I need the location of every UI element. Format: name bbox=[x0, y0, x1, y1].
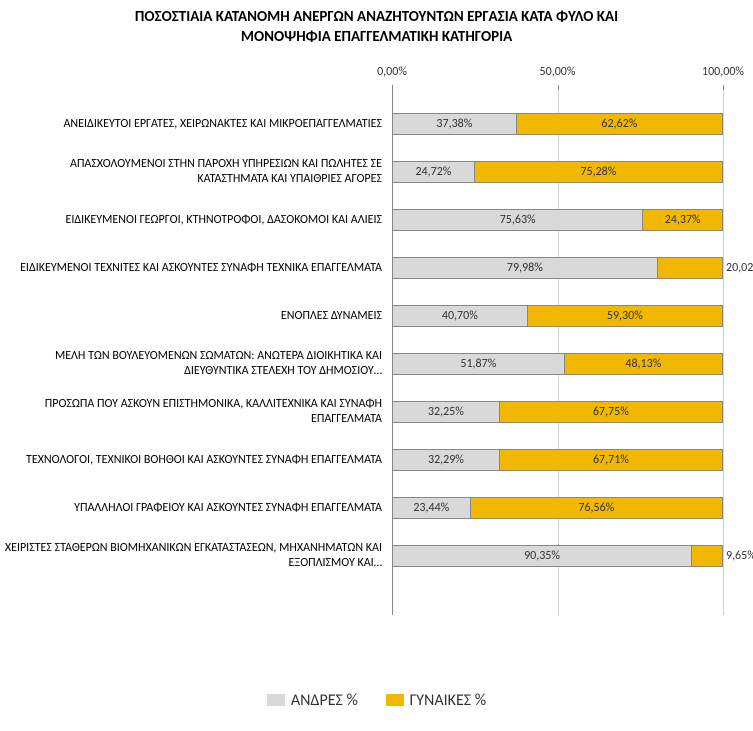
bar-value-female: 20,02% bbox=[722, 261, 753, 275]
bar-segment-male: 51,87% bbox=[392, 353, 564, 375]
bar-segment-male: 32,25% bbox=[392, 401, 499, 423]
category-label: ΤΕΧΝΟΛΟΓΟΙ, ΤΕΧΝΙΚΟΙ ΒΟΗΘΟΙ ΚΑΙ ΑΣΚΟΥΝΤΕ… bbox=[0, 436, 392, 484]
bar-track: 23,44%76,56% bbox=[392, 497, 723, 519]
legend-item-male: ΑΝΔΡΕΣ % bbox=[267, 691, 358, 710]
chart-row: ΕΙΔΙΚΕΥΜΕΝΟΙ ΤΕΧΝΙΤΕΣ ΚΑΙ ΑΣΚΟΥΝΤΕΣ ΣΥΝΑ… bbox=[0, 244, 753, 292]
bar-track: 75,63%24,37% bbox=[392, 209, 723, 231]
chart-row: ΧΕΙΡΙΣΤΕΣ ΣΤΑΘΕΡΩΝ ΒΙΟΜΗΧΑΝΙΚΩΝ ΕΓΚΑΤΑΣΤ… bbox=[0, 532, 753, 580]
category-label: ΠΡΟΣΩΠΑ ΠΟΥ ΑΣΚΟΥΝ ΕΠΙΣΤΗΜΟΝΙΚΑ, ΚΑΛΛΙΤΕ… bbox=[0, 388, 392, 436]
bar-track: 32,25%67,75% bbox=[392, 401, 723, 423]
bar-segment-male: 90,35% bbox=[392, 545, 691, 567]
legend-item-female: ΓΥΝΑΙΚΕΣ % bbox=[386, 691, 487, 710]
x-tick-label: 100,00% bbox=[702, 65, 744, 79]
x-tick-label: 50,00% bbox=[540, 65, 576, 79]
bar-segment-female: 59,30% bbox=[527, 305, 723, 327]
bar-segment-female: 62,62% bbox=[516, 113, 723, 135]
chart-row: ΑΠΑΣΧΟΛΟΥΜΕΝΟΙ ΣΤΗΝ ΠΑΡΟΧΗ ΥΠΗΡΕΣΙΩΝ ΚΑΙ… bbox=[0, 148, 753, 196]
category-label: ΜΕΛΗ ΤΩΝ ΒΟΥΛΕΥΟΜΕΝΩΝ ΣΩΜΑΤΩΝ: ΑΝΩΤΕΡΑ Δ… bbox=[0, 340, 392, 388]
category-label: ΕΙΔΙΚΕΥΜΕΝΟΙ ΓΕΩΡΓΟΙ, ΚΤΗΝΟΤΡΟΦΟΙ, ΔΑΣΟΚ… bbox=[0, 196, 392, 244]
bar-track: 32,29%67,71% bbox=[392, 449, 723, 471]
bar-segment-female: 67,71% bbox=[499, 449, 723, 471]
bar-segment-male: 37,38% bbox=[392, 113, 516, 135]
legend: ΑΝΔΡΕΣ % ΓΥΝΑΙΚΕΣ % bbox=[0, 691, 753, 712]
bar-value-female: 9,65% bbox=[722, 549, 753, 563]
bar-segment-female: 48,13% bbox=[564, 353, 723, 375]
bar-track: 90,35%9,65% bbox=[392, 545, 723, 567]
category-label: ΧΕΙΡΙΣΤΕΣ ΣΤΑΘΕΡΩΝ ΒΙΟΜΗΧΑΝΙΚΩΝ ΕΓΚΑΤΑΣΤ… bbox=[0, 532, 392, 580]
bar-track: 37,38%62,62% bbox=[392, 113, 723, 135]
bar-track: 24,72%75,28% bbox=[392, 161, 723, 183]
category-label: ΕΙΔΙΚΕΥΜΕΝΟΙ ΤΕΧΝΙΤΕΣ ΚΑΙ ΑΣΚΟΥΝΤΕΣ ΣΥΝΑ… bbox=[0, 244, 392, 292]
category-label: ΕΝΟΠΛΕΣ ΔΥΝΑΜΕΙΣ bbox=[0, 292, 392, 340]
chart-row: ΜΕΛΗ ΤΩΝ ΒΟΥΛΕΥΟΜΕΝΩΝ ΣΩΜΑΤΩΝ: ΑΝΩΤΕΡΑ Δ… bbox=[0, 340, 753, 388]
x-axis: 0,00%50,00%100,00% bbox=[392, 65, 723, 85]
bar-segment-female: 76,56% bbox=[470, 497, 723, 519]
bar-segment-female: 75,28% bbox=[474, 161, 723, 183]
chart-container: ΠΟΣΟΣΤΙΑΙΑ ΚΑΤΑΝΟΜΗ ΑΝΕΡΓΩΝ ΑΝΑΖΗΤΟΥΝΤΩΝ… bbox=[0, 0, 753, 731]
bar-track: 79,98%20,02% bbox=[392, 257, 723, 279]
chart-row: ΕΙΔΙΚΕΥΜΕΝΟΙ ΓΕΩΡΓΟΙ, ΚΤΗΝΟΤΡΟΦΟΙ, ΔΑΣΟΚ… bbox=[0, 196, 753, 244]
bar-segment-male: 75,63% bbox=[392, 209, 642, 231]
bar-segment-female: 20,02% bbox=[657, 257, 723, 279]
legend-swatch-male bbox=[267, 694, 285, 706]
bar-segment-male: 40,70% bbox=[392, 305, 527, 327]
chart-row: ΤΕΧΝΟΛΟΓΟΙ, ΤΕΧΝΙΚΟΙ ΒΟΗΘΟΙ ΚΑΙ ΑΣΚΟΥΝΤΕ… bbox=[0, 436, 753, 484]
x-tick-label: 0,00% bbox=[377, 65, 407, 79]
bar-segment-female: 24,37% bbox=[642, 209, 723, 231]
chart-title: ΠΟΣΟΣΤΙΑΙΑ ΚΑΤΑΝΟΜΗ ΑΝΕΡΓΩΝ ΑΝΑΖΗΤΟΥΝΤΩΝ… bbox=[0, 0, 753, 47]
x-tick-mark bbox=[392, 85, 393, 90]
chart-row: ΥΠΑΛΛΗΛΟΙ ΓΡΑΦΕΙΟΥ ΚΑΙ ΑΣΚΟΥΝΤΕΣ ΣΥΝΑΦΗ … bbox=[0, 484, 753, 532]
bar-track: 51,87%48,13% bbox=[392, 353, 723, 375]
plot-area: ΑΝΕΙΔΙΚΕΥΤΟΙ ΕΡΓΑΤΕΣ, ΧΕΙΡΩΝΑΚΤΕΣ ΚΑΙ ΜΙ… bbox=[0, 90, 753, 615]
chart-row: ΠΡΟΣΩΠΑ ΠΟΥ ΑΣΚΟΥΝ ΕΠΙΣΤΗΜΟΝΙΚΑ, ΚΑΛΛΙΤΕ… bbox=[0, 388, 753, 436]
bar-segment-female: 9,65% bbox=[691, 545, 723, 567]
title-line-1: ΠΟΣΟΣΤΙΑΙΑ ΚΑΤΑΝΟΜΗ ΑΝΕΡΓΩΝ ΑΝΑΖΗΤΟΥΝΤΩΝ… bbox=[135, 8, 618, 26]
category-label: ΑΠΑΣΧΟΛΟΥΜΕΝΟΙ ΣΤΗΝ ΠΑΡΟΧΗ ΥΠΗΡΕΣΙΩΝ ΚΑΙ… bbox=[0, 148, 392, 196]
bar-segment-male: 23,44% bbox=[392, 497, 470, 519]
bar-segment-male: 24,72% bbox=[392, 161, 474, 183]
title-line-2: ΜΟΝΟΨΗΦΙΑ ΕΠΑΓΓΕΛΜΑΤΙΚΗ ΚΑΤΗΓΟΡΙΑ bbox=[241, 28, 512, 46]
legend-swatch-female bbox=[386, 694, 404, 706]
chart-row: ΕΝΟΠΛΕΣ ΔΥΝΑΜΕΙΣ40,70%59,30% bbox=[0, 292, 753, 340]
legend-label-male: ΑΝΔΡΕΣ % bbox=[291, 691, 358, 710]
category-label: ΥΠΑΛΛΗΛΟΙ ΓΡΑΦΕΙΟΥ ΚΑΙ ΑΣΚΟΥΝΤΕΣ ΣΥΝΑΦΗ … bbox=[0, 484, 392, 532]
legend-label-female: ΓΥΝΑΙΚΕΣ % bbox=[410, 691, 487, 710]
chart-row: ΑΝΕΙΔΙΚΕΥΤΟΙ ΕΡΓΑΤΕΣ, ΧΕΙΡΩΝΑΚΤΕΣ ΚΑΙ ΜΙ… bbox=[0, 100, 753, 148]
category-label: ΑΝΕΙΔΙΚΕΥΤΟΙ ΕΡΓΑΤΕΣ, ΧΕΙΡΩΝΑΚΤΕΣ ΚΑΙ ΜΙ… bbox=[0, 100, 392, 148]
bar-segment-male: 79,98% bbox=[392, 257, 657, 279]
bar-segment-male: 32,29% bbox=[392, 449, 499, 471]
bar-track: 40,70%59,30% bbox=[392, 305, 723, 327]
bar-segment-female: 67,75% bbox=[499, 401, 723, 423]
